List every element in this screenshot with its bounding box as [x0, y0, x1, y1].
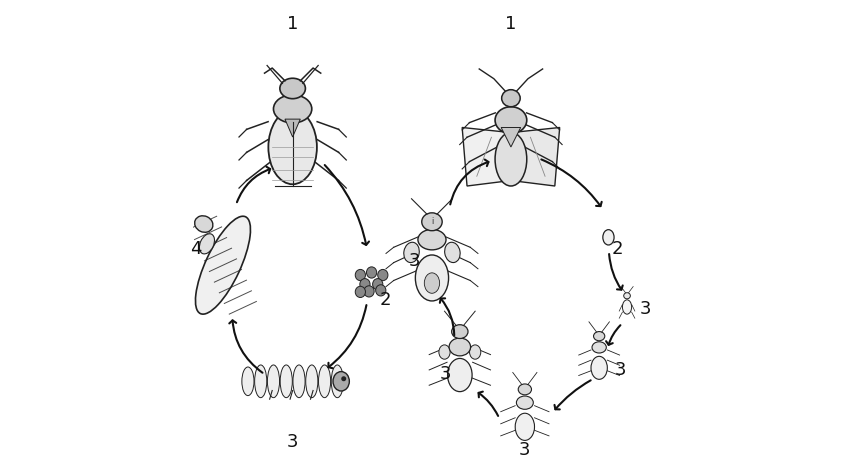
Text: 3: 3	[615, 360, 626, 379]
Ellipse shape	[268, 365, 280, 398]
Ellipse shape	[416, 255, 449, 301]
Ellipse shape	[355, 286, 366, 298]
Ellipse shape	[333, 372, 349, 391]
Text: 3: 3	[439, 365, 450, 384]
Ellipse shape	[422, 213, 442, 231]
Ellipse shape	[469, 345, 481, 359]
Ellipse shape	[424, 273, 439, 293]
Ellipse shape	[364, 286, 374, 297]
Text: 3: 3	[640, 300, 651, 318]
Text: 3: 3	[287, 433, 298, 451]
Ellipse shape	[502, 90, 520, 107]
Text: i: i	[431, 217, 434, 226]
Text: 3: 3	[409, 251, 421, 269]
Polygon shape	[513, 127, 559, 186]
Ellipse shape	[593, 331, 605, 341]
Ellipse shape	[242, 367, 254, 396]
Ellipse shape	[360, 279, 370, 290]
Ellipse shape	[372, 279, 382, 290]
Ellipse shape	[200, 234, 214, 254]
Ellipse shape	[448, 359, 472, 392]
Ellipse shape	[439, 345, 451, 359]
Ellipse shape	[280, 78, 305, 99]
Ellipse shape	[449, 338, 471, 356]
Ellipse shape	[319, 365, 331, 398]
Ellipse shape	[418, 229, 446, 250]
Text: 2: 2	[380, 291, 391, 309]
Text: 1: 1	[505, 15, 517, 33]
Ellipse shape	[517, 396, 533, 409]
Polygon shape	[502, 127, 521, 147]
Ellipse shape	[622, 300, 632, 314]
Ellipse shape	[495, 107, 527, 133]
Polygon shape	[462, 127, 508, 186]
Text: 4: 4	[190, 240, 201, 258]
Ellipse shape	[342, 377, 345, 381]
Ellipse shape	[515, 413, 535, 440]
Ellipse shape	[495, 133, 527, 186]
Ellipse shape	[624, 293, 631, 299]
Text: 1: 1	[287, 15, 298, 33]
Ellipse shape	[196, 216, 251, 314]
Ellipse shape	[592, 342, 606, 353]
Ellipse shape	[377, 269, 388, 281]
Ellipse shape	[274, 95, 312, 123]
Ellipse shape	[293, 365, 305, 398]
Ellipse shape	[451, 325, 468, 338]
Ellipse shape	[591, 356, 608, 379]
Ellipse shape	[445, 242, 460, 263]
Ellipse shape	[518, 384, 531, 395]
Ellipse shape	[404, 242, 419, 263]
Ellipse shape	[306, 365, 318, 398]
Ellipse shape	[366, 267, 377, 278]
Ellipse shape	[280, 365, 292, 398]
Ellipse shape	[355, 269, 366, 281]
Ellipse shape	[269, 110, 317, 184]
Text: 2: 2	[612, 240, 624, 258]
Ellipse shape	[603, 230, 614, 245]
Text: 3: 3	[519, 440, 530, 459]
Polygon shape	[285, 119, 300, 137]
Ellipse shape	[376, 285, 386, 296]
Ellipse shape	[255, 365, 267, 398]
Ellipse shape	[332, 365, 343, 398]
Ellipse shape	[195, 216, 212, 232]
